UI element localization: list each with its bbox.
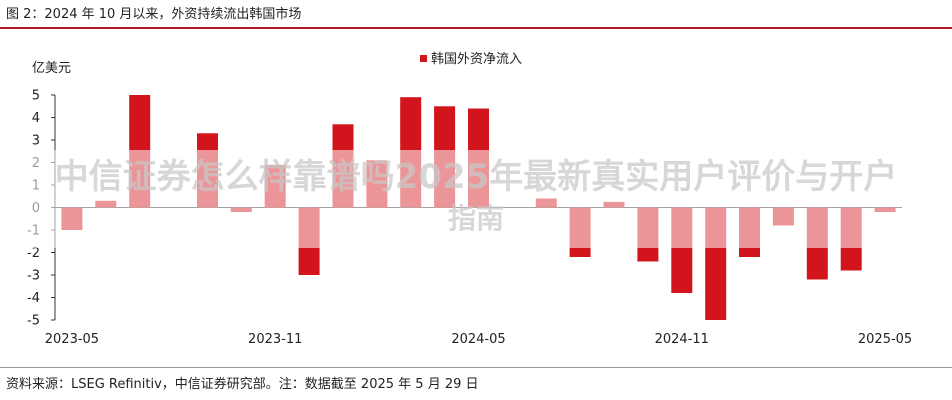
x-tick-label: 2025-05 <box>858 332 912 347</box>
x-tick-label: 2024-05 <box>451 332 505 347</box>
watermark-line2: 指南 <box>447 202 504 235</box>
y-tick-label: -2 <box>27 246 40 261</box>
legend-swatch <box>420 55 427 62</box>
watermark-line1: 中信证券怎么样靠谱吗2025年最新真实用户评价与开户 <box>54 157 898 197</box>
y-tick-label: 3 <box>32 134 40 149</box>
x-tick-label: 2024-11 <box>655 332 709 347</box>
y-tick-label: 4 <box>32 111 40 126</box>
title-rule <box>0 27 952 29</box>
x-tick-label: 2023-11 <box>248 332 302 347</box>
legend-label: 韩国外资净流入 <box>431 52 522 67</box>
watermark-overlay: 中信证券怎么样靠谱吗2025年最新真实用户评价与开户 指南 <box>0 156 952 240</box>
y-axis-label: 亿美元 <box>32 61 71 76</box>
source-note: 资料来源：LSEG Refinitiv，中信证券研究部。注：数据截至 2025 … <box>6 377 479 392</box>
y-tick-label: -4 <box>27 291 40 306</box>
y-tick-label: -5 <box>27 314 40 329</box>
source-rule <box>0 367 952 368</box>
y-tick-label: 5 <box>32 89 40 104</box>
x-tick-label: 2023-05 <box>45 332 99 347</box>
chart-legend: 韩国外资净流入 <box>420 52 522 67</box>
y-tick-label: -3 <box>27 269 40 284</box>
watermark-band <box>0 150 952 248</box>
figure-title: 图 2：2024 年 10 月以来，外资持续流出韩国市场 <box>6 7 302 22</box>
